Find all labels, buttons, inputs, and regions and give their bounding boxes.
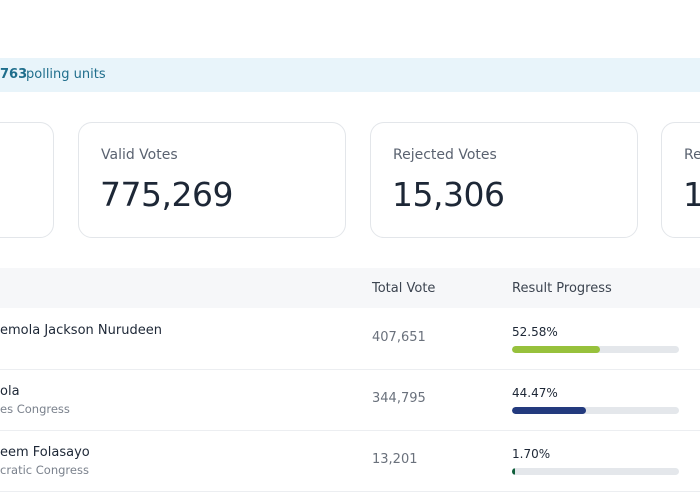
party-name: es Congress <box>0 402 70 416</box>
candidate-name: eem Folasayo <box>0 445 90 460</box>
table-header: Total Vote Result Progress <box>0 268 700 308</box>
progress-bar <box>512 346 600 353</box>
header: Result Progress <box>512 281 612 296</box>
card-label: Re <box>684 147 700 163</box>
vote-count: 407,651 <box>372 330 426 345</box>
stat-card: Valid Votes 775,269 <box>78 122 346 238</box>
card-label: Valid Votes <box>101 147 178 163</box>
percent-label: 52.58% <box>512 325 558 339</box>
progress-track <box>512 468 679 475</box>
card <box>0 122 54 238</box>
card-value: 775,269 <box>100 175 233 214</box>
percent-label: 44.47% <box>512 386 558 400</box>
header: Total Vote <box>372 281 436 296</box>
table-row: ola es Congress 344,795 44.47% <box>0 369 700 431</box>
party-name: cratic Congress <box>0 463 89 477</box>
table-row: emola Jackson Nurudeen 407,651 52.58% <box>0 308 700 370</box>
candidate-name: emola Jackson Nurudeen <box>0 323 162 338</box>
card-value: 15,306 <box>392 175 505 214</box>
table-row: eem Folasayo cratic Congress 13,201 1.70% <box>0 430 700 492</box>
vote-count: 13,201 <box>372 452 418 467</box>
vote-count: 344,795 <box>372 391 426 406</box>
progress-track <box>512 346 679 353</box>
card-value: 1, <box>683 175 700 214</box>
progress-bar <box>512 407 587 414</box>
stat-card: Re 1, <box>661 122 700 238</box>
progress-track <box>512 407 679 414</box>
banner: 763 polling units <box>0 58 700 92</box>
polling-text: polling units <box>26 67 106 82</box>
percent-label: 1.70% <box>512 447 551 461</box>
polling-count: 763 <box>0 67 28 82</box>
card-label: Rejected Votes <box>393 147 497 163</box>
candidate-name: ola <box>0 384 20 399</box>
stat-card: Rejected Votes 15,306 <box>370 122 638 238</box>
progress-bar <box>512 468 515 475</box>
